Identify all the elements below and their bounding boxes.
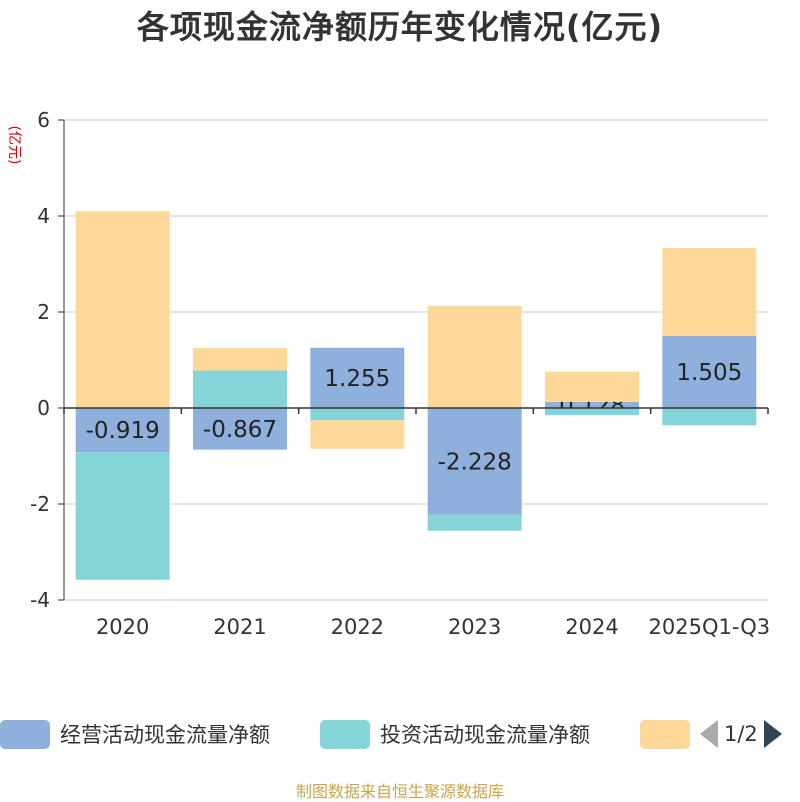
- y-tick-label: -2: [30, 492, 50, 516]
- x-tick-label: 2022: [331, 615, 384, 639]
- bar-s2-2023: [427, 305, 522, 408]
- bar-s0-2023: [427, 408, 522, 515]
- chart-title: 各项现金流净额历年变化情况(亿元): [136, 8, 664, 46]
- legend-pager: 1/2: [700, 716, 782, 752]
- pager-text: 1/2: [724, 722, 758, 746]
- data-label: 1.505: [676, 360, 742, 386]
- y-tick-label: 6: [37, 108, 50, 132]
- bar-s0-2021: [193, 408, 287, 450]
- bar-s1-2024: [545, 408, 639, 416]
- legend-label: 投资活动现金流量净额: [380, 723, 590, 747]
- legend: 经营活动现金流量净额 投资活动现金流量净额: [0, 716, 800, 752]
- bar-s0-2022: [310, 347, 405, 408]
- y-tick-label: 2: [37, 300, 50, 324]
- x-tick-label: 2020: [96, 615, 149, 639]
- legend-item[interactable]: 投资活动现金流量净额: [320, 716, 590, 752]
- bar-s2-2022: [310, 420, 405, 449]
- bar-s2-2020: [75, 211, 170, 408]
- x-tick-label: 2024: [565, 615, 618, 639]
- bar-s1-2022: [310, 408, 405, 420]
- bar-s2-2025Q1-Q3: [662, 247, 757, 336]
- bar-s0-2024: [545, 401, 639, 408]
- bar-s0-2025Q1-Q3: [662, 335, 757, 408]
- y-tick-label: 4: [37, 204, 50, 228]
- bar-s1-2020: [75, 452, 170, 580]
- legend-swatch: [0, 719, 50, 749]
- x-tick-label: 2023: [448, 615, 501, 639]
- legend-swatch: [640, 719, 690, 749]
- legend-swatch: [320, 719, 370, 749]
- bar-s2-2024: [545, 371, 639, 402]
- legend-label: 经营活动现金流量净额: [60, 723, 270, 747]
- bar-s1-2023: [427, 514, 522, 531]
- y-tick-label: 0: [37, 396, 50, 420]
- legend-item[interactable]: 经营活动现金流量净额: [0, 716, 270, 752]
- source-note: 制图数据来自恒生聚源数据库: [295, 782, 504, 801]
- bar-s1-2025Q1-Q3: [662, 408, 757, 426]
- y-tick-label: -4: [30, 588, 50, 612]
- bar-s2-2021: [193, 348, 287, 371]
- data-label: -2.228: [438, 449, 512, 475]
- pager-prev-icon[interactable]: [700, 720, 718, 748]
- bar-s1-2021: [193, 370, 287, 408]
- data-label: -0.867: [203, 417, 277, 443]
- pager-next-icon[interactable]: [763, 720, 782, 748]
- data-label: 1.255: [324, 366, 390, 392]
- x-tick-label: 2025Q1-Q3: [649, 615, 771, 639]
- bar-s0-2020: [75, 408, 170, 453]
- y-axis-label: (亿元): [6, 126, 22, 165]
- x-tick-label: 2021: [213, 615, 266, 639]
- data-label: -0.919: [86, 418, 160, 444]
- legend-item[interactable]: [640, 716, 690, 752]
